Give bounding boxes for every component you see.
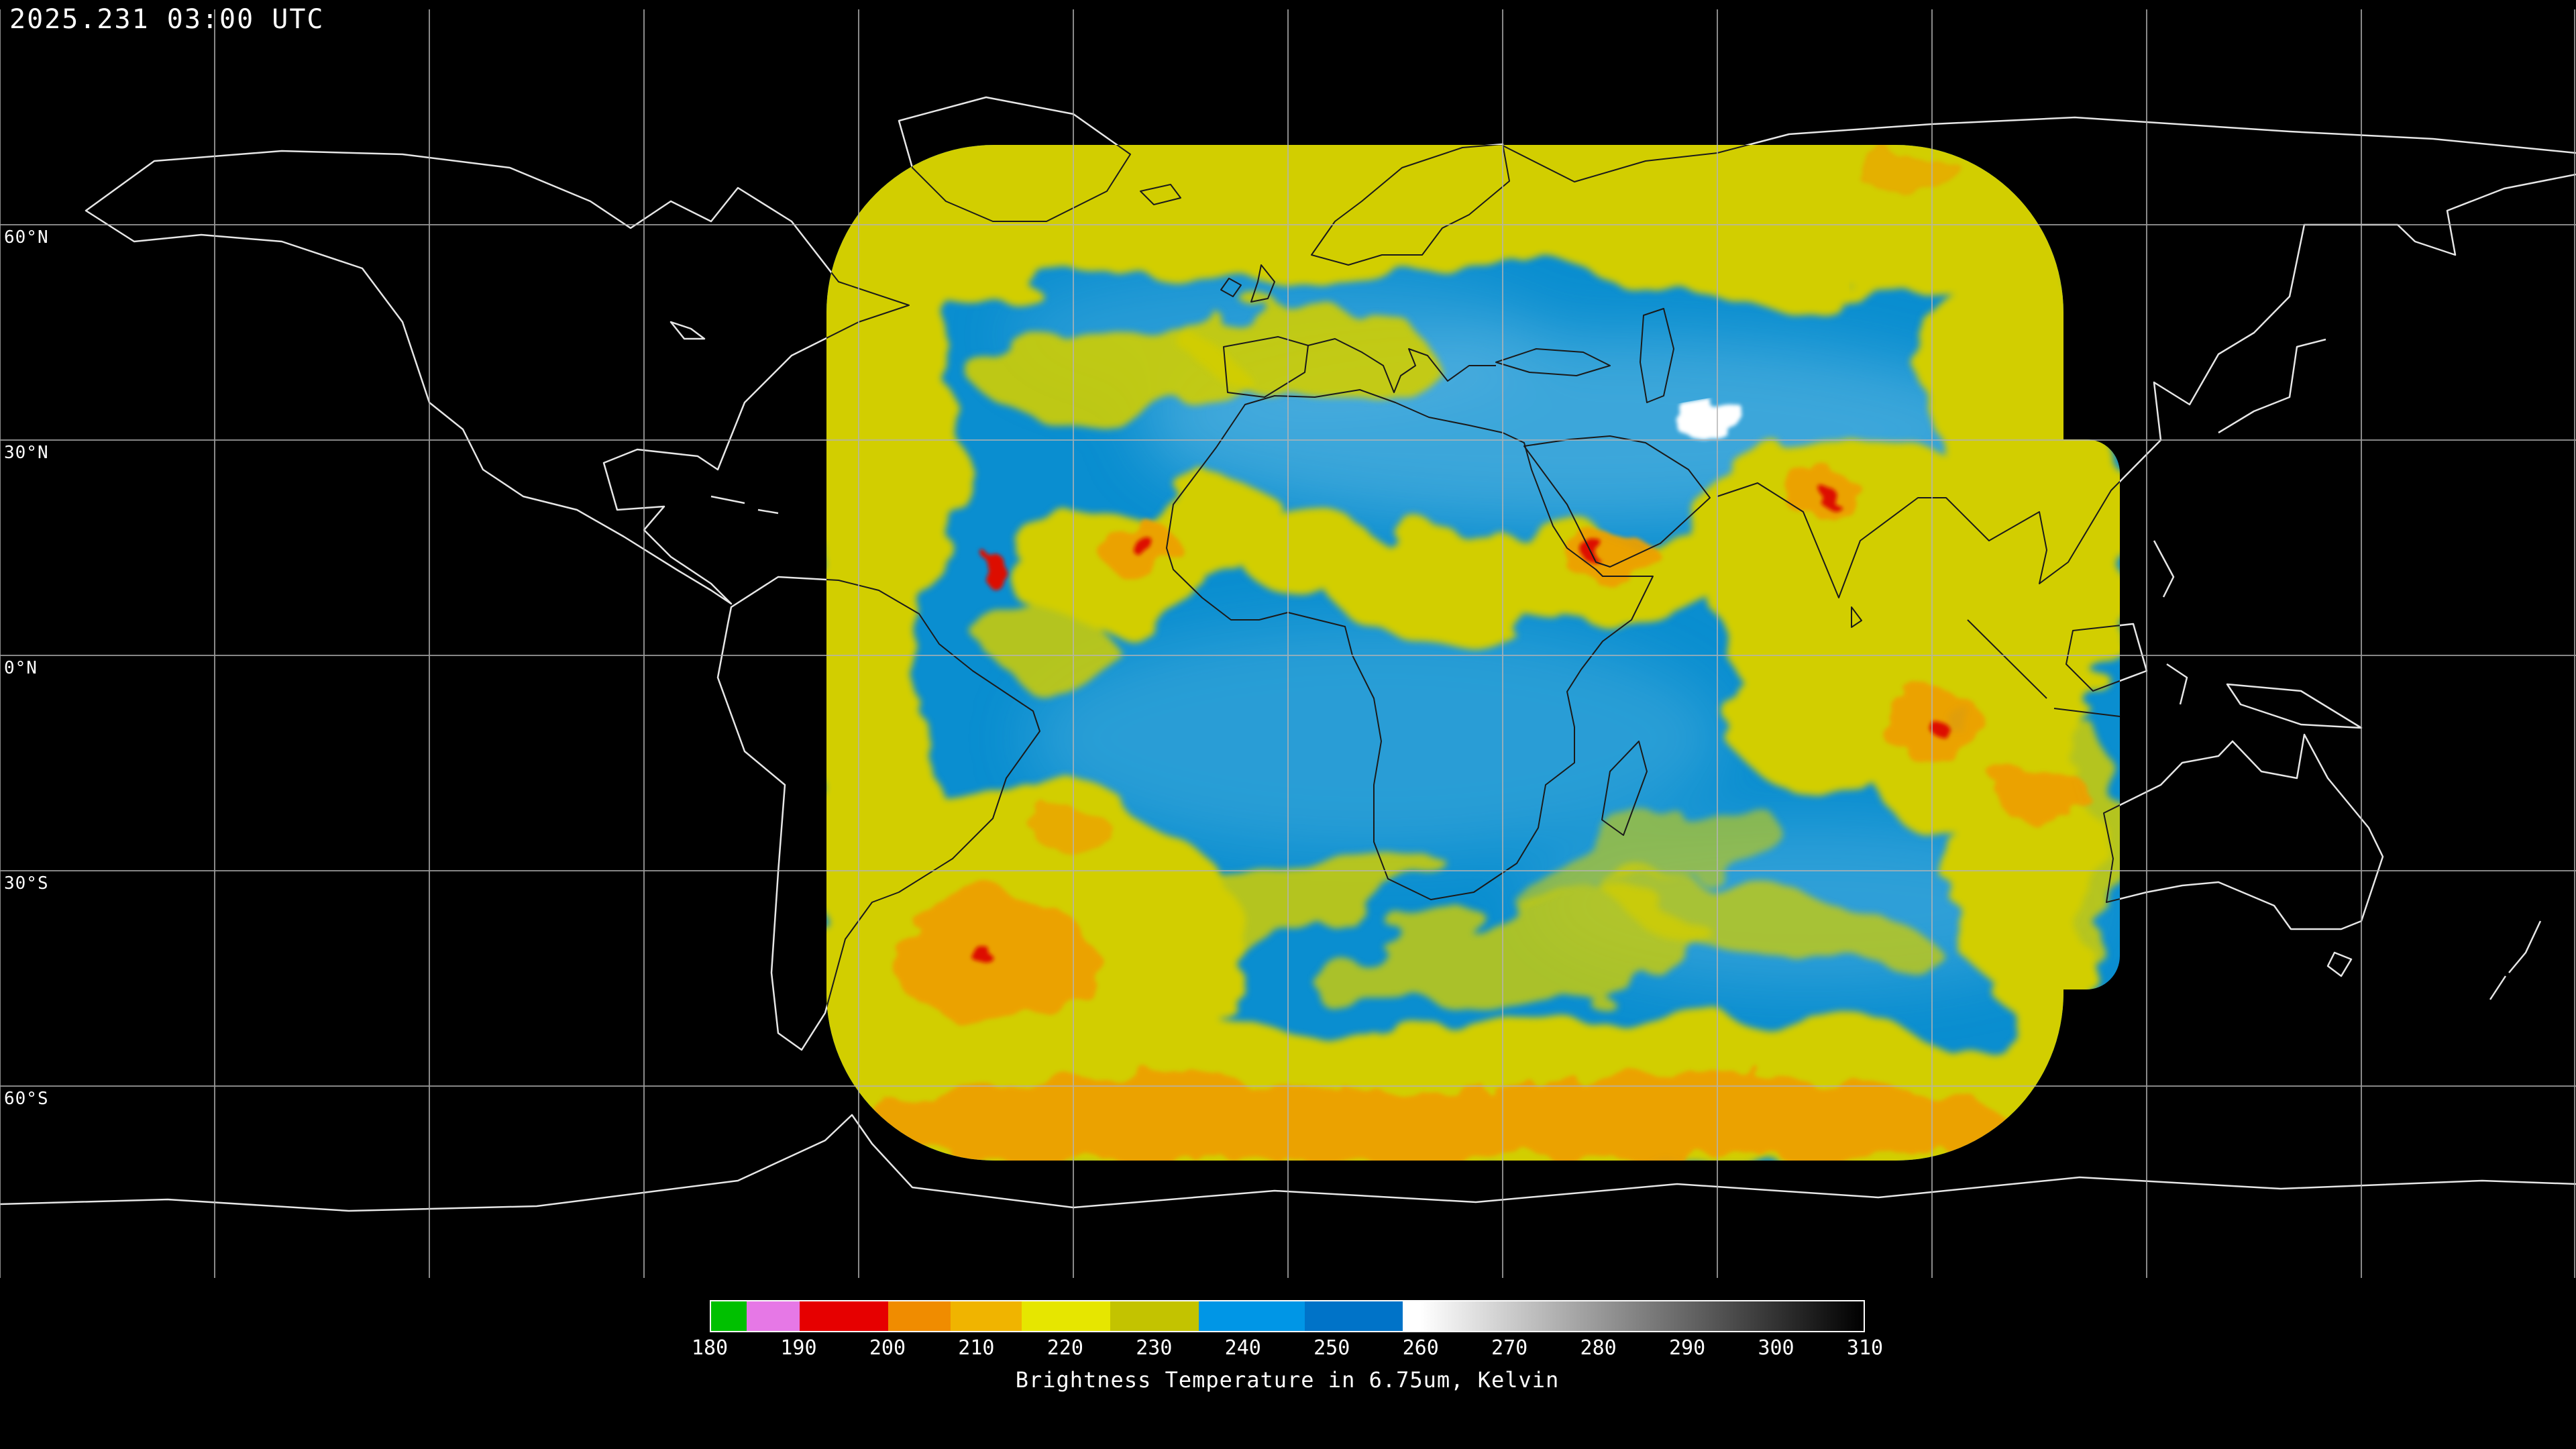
timestamp-label: 2025.231 03:00 UTC (9, 4, 325, 35)
colorbar-tick-label: 210 (958, 1336, 995, 1360)
colorbar-tick-label: 290 (1668, 1336, 1706, 1360)
latitude-label: 60°N (4, 227, 49, 248)
satellite-swath (826, 145, 2120, 1161)
colorbar-tick-label: 200 (869, 1336, 906, 1360)
colorbar-segment (1402, 1301, 1421, 1331)
colorbar-segment (1021, 1301, 1110, 1331)
latitude-label: 60°S (4, 1089, 49, 1109)
colorbar-tick-label: 310 (1846, 1336, 1884, 1360)
colorbar-title: Brightness Temperature in 6.75um, Kelvin (1015, 1367, 1560, 1393)
colorbar: 180 190 200 210 220 230 240 250 260 270 280 290 300 3… (692, 1300, 1883, 1393)
colorbar-segment (888, 1301, 951, 1331)
colorbar-segment (800, 1301, 889, 1331)
latitude-label: 30°S (4, 873, 49, 894)
colorbar-tick-label: 260 (1402, 1336, 1439, 1360)
colorbar-tick-label: 220 (1046, 1336, 1083, 1360)
colorbar-tick-label: 300 (1758, 1336, 1794, 1360)
latitude-label: 30°N (4, 443, 49, 463)
colorbar-tick-label: 180 (691, 1336, 729, 1360)
cloud-layer-red (970, 488, 1947, 962)
colorbar-tick-label: 240 (1224, 1336, 1261, 1360)
colorbar-ticks: 180 190 200 210 220 230 240 250 260 270 280 290 300 3… (692, 1336, 1883, 1363)
colorbar-tick-label: 270 (1491, 1336, 1528, 1360)
colorbar-tick-label: 250 (1313, 1336, 1350, 1360)
colorbar-segment (711, 1301, 747, 1331)
warm-surface-spot (1677, 405, 1751, 437)
colorbar-segment (1305, 1301, 1403, 1331)
colorbar-segments (710, 1300, 1865, 1332)
colorbar-tick-label: 230 (1136, 1336, 1173, 1360)
cloud-layer-orange (839, 154, 2086, 1161)
colorbar-tick-label: 280 (1580, 1336, 1617, 1360)
colorbar-segment (1420, 1301, 1864, 1331)
colorbar-segment (746, 1301, 800, 1331)
colorbar-segment (1198, 1301, 1305, 1331)
graticule (0, 9, 2576, 1278)
colorbar-tick-label: 190 (780, 1336, 817, 1360)
latitude-label: 0°N (4, 658, 38, 678)
colorbar-segment (1110, 1301, 1199, 1331)
colorbar-segment (950, 1301, 1022, 1331)
